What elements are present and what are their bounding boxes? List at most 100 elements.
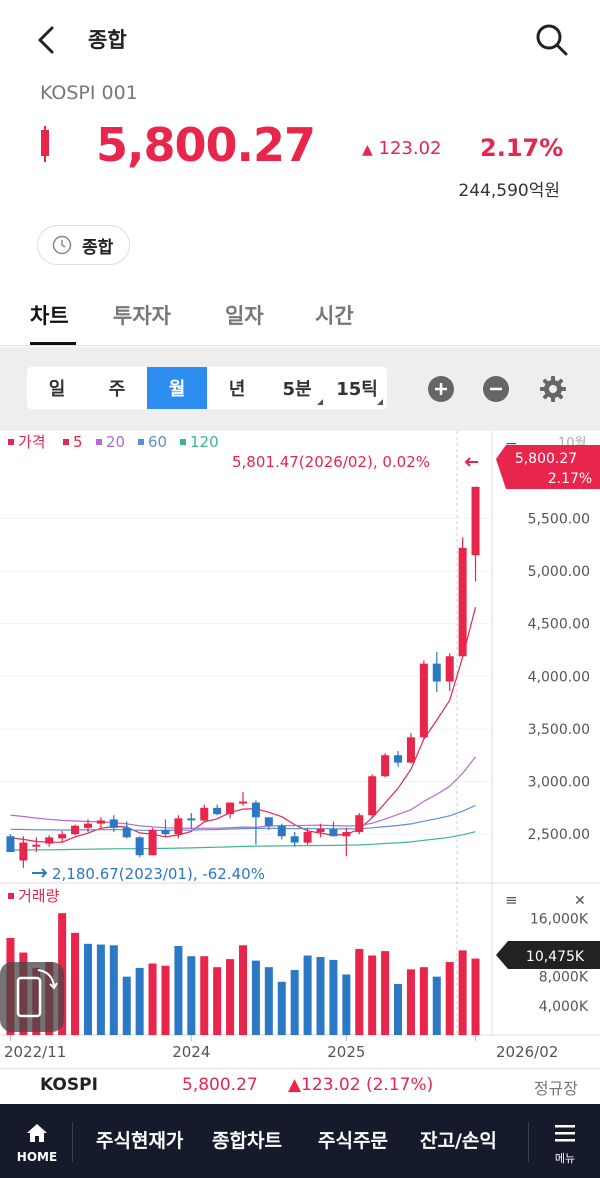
dropdown-corner-icon bbox=[317, 399, 323, 405]
nav-composite-chart[interactable]: 종합차트 bbox=[212, 1130, 282, 1152]
period-day[interactable]: 일 bbox=[27, 367, 87, 409]
nav-stock-order[interactable]: 주식주문 bbox=[318, 1130, 388, 1152]
candle-body bbox=[135, 837, 144, 856]
volume-bar bbox=[290, 970, 299, 1035]
x-tick-label: 2024 bbox=[172, 1043, 210, 1061]
page-title: 종합 bbox=[88, 28, 127, 52]
nav-divider bbox=[72, 1122, 73, 1162]
y-tick-label: 3,500.00 bbox=[528, 722, 590, 738]
market-session-chip[interactable]: 종합 bbox=[37, 225, 131, 265]
volume-bar bbox=[96, 944, 105, 1035]
y-tick-label: 3,000.00 bbox=[528, 775, 590, 791]
period-year[interactable]: 년 bbox=[207, 367, 267, 409]
volume-bar bbox=[238, 945, 248, 1035]
volume-bar bbox=[445, 962, 454, 1035]
trade-amount: 244,590억원 bbox=[458, 181, 560, 201]
candle-body bbox=[71, 825, 80, 835]
candle-body bbox=[122, 827, 131, 838]
volume-bar bbox=[226, 959, 235, 1035]
candle-body bbox=[187, 818, 196, 821]
volume-tick-label: 8,000K bbox=[539, 970, 589, 986]
x-tick-label: 2026/02 bbox=[496, 1043, 558, 1061]
volume-label: 거래량 bbox=[18, 887, 60, 905]
candle-body bbox=[251, 802, 260, 818]
moving-average-line bbox=[10, 607, 477, 843]
volume-bar bbox=[458, 950, 467, 1035]
tab-chart[interactable]: 차트 bbox=[30, 304, 69, 328]
period-15tick[interactable]: 15틱 bbox=[327, 367, 387, 409]
candle-body bbox=[6, 836, 15, 853]
right-arrow-icon bbox=[32, 868, 48, 878]
candle-body bbox=[316, 828, 325, 833]
volume-bar bbox=[381, 951, 390, 1035]
volume-bar bbox=[71, 932, 80, 1035]
price-change: ▲ 123.02 bbox=[362, 138, 442, 159]
candle-body bbox=[432, 663, 441, 682]
candle-body bbox=[329, 828, 338, 837]
top-bar: 종합 bbox=[0, 0, 600, 80]
tab-investor[interactable]: 투자자 bbox=[113, 304, 171, 328]
nav-balance[interactable]: 잔고/손익 bbox=[420, 1130, 497, 1152]
volume-bar bbox=[109, 945, 118, 1035]
volume-bar bbox=[135, 967, 144, 1035]
nav-stock-quote[interactable]: 주식현재가 bbox=[96, 1130, 184, 1152]
volume-pane-menu-icon[interactable]: ≡ bbox=[505, 891, 518, 909]
volume-bar bbox=[200, 956, 209, 1035]
gear-icon[interactable] bbox=[539, 375, 567, 403]
volume-bar bbox=[187, 956, 196, 1035]
period-week[interactable]: 주 bbox=[87, 367, 147, 409]
volume-bar bbox=[329, 959, 338, 1035]
candle-body bbox=[471, 486, 480, 556]
zoom-in-icon[interactable] bbox=[427, 375, 455, 403]
search-icon[interactable] bbox=[532, 20, 572, 60]
volume-bar bbox=[303, 955, 312, 1035]
candle-body bbox=[355, 815, 364, 833]
period-5min-label: 5분 bbox=[282, 379, 312, 400]
nav-home[interactable]: HOME bbox=[14, 1122, 60, 1164]
volume-bar bbox=[432, 976, 441, 1035]
legend-ma5: 5 bbox=[73, 433, 83, 451]
candle-body bbox=[264, 817, 273, 826]
candle-body bbox=[458, 547, 467, 657]
floating-rotate-button[interactable] bbox=[0, 962, 64, 1032]
candle-body bbox=[381, 755, 390, 777]
high-annotation: 5,801.47(2026/02), 0.02% bbox=[232, 453, 430, 471]
dropdown-corner-icon bbox=[377, 399, 383, 405]
volume-bar bbox=[355, 948, 364, 1035]
candlestick-chart[interactable]: 5,500.00 5,000.00 4,500.00 4,000.00 3,500.00… bbox=[0, 431, 600, 1067]
tab-time[interactable]: 시간 bbox=[315, 304, 354, 328]
volume-bar bbox=[83, 943, 92, 1035]
tab-bar: 차트 투자자 일자 시간 bbox=[0, 290, 600, 346]
period-year-label: 년 bbox=[228, 379, 246, 400]
candle-body bbox=[96, 820, 105, 824]
tab-date[interactable]: 일자 bbox=[225, 304, 264, 328]
up-triangle-icon: ▲ bbox=[362, 142, 373, 158]
chart-legend: 가격 5 20 60 120 bbox=[8, 433, 219, 451]
legend-ma20: 20 bbox=[106, 433, 125, 451]
volume-bar bbox=[419, 967, 428, 1035]
zoom-out-icon[interactable] bbox=[482, 375, 510, 403]
price-change-pct: 2.17% bbox=[480, 134, 564, 162]
volume-bar bbox=[213, 967, 222, 1035]
y-tick-label: 5,000.00 bbox=[528, 564, 590, 580]
candle-body bbox=[161, 829, 170, 835]
summary-change: ▲123.02 (2.17%) bbox=[288, 1075, 434, 1095]
candle-body bbox=[406, 737, 415, 763]
volume-pane-close-icon[interactable]: ✕ bbox=[574, 893, 586, 909]
volume-bar bbox=[471, 958, 480, 1035]
back-arrow-icon[interactable] bbox=[30, 20, 66, 60]
current-price-tag-pct: 2.17% bbox=[548, 471, 592, 487]
nav-menu[interactable]: 메뉴 bbox=[542, 1122, 588, 1166]
period-selector: 일 주 월 년 5분 15틱 bbox=[27, 367, 387, 409]
period-month[interactable]: 월 bbox=[147, 367, 207, 409]
candle-body bbox=[394, 755, 403, 763]
period-5min[interactable]: 5분 bbox=[267, 367, 327, 409]
candle-body bbox=[226, 802, 235, 815]
summary-name: KOSPI bbox=[40, 1075, 98, 1095]
candle-body bbox=[45, 837, 54, 844]
candle-body bbox=[238, 801, 248, 804]
rotate-screen-icon bbox=[16, 969, 58, 1018]
volume-bar bbox=[342, 974, 351, 1035]
left-arrow-icon bbox=[464, 457, 478, 467]
candle-body bbox=[32, 844, 41, 847]
